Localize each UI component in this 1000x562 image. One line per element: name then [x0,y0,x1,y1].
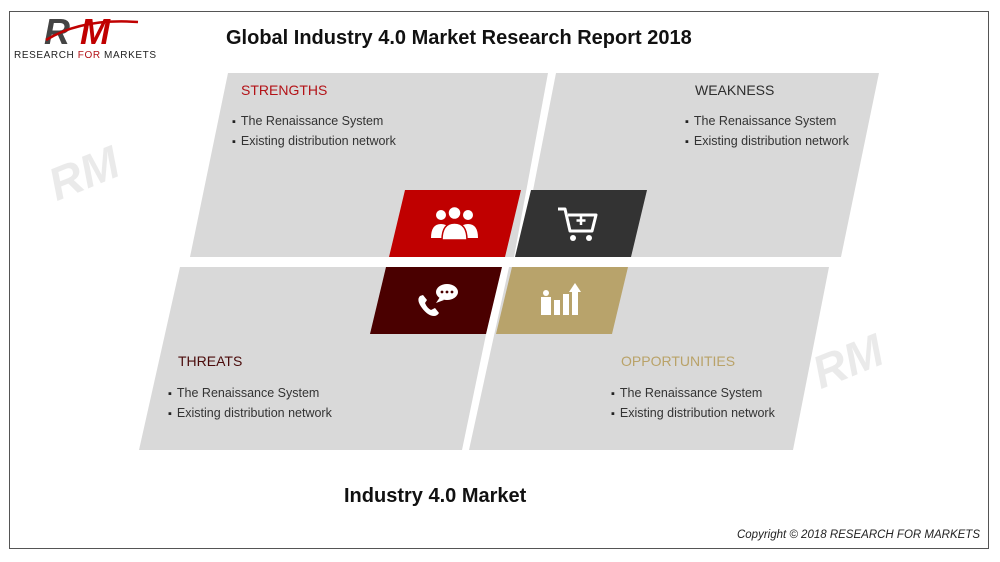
threats-list: The Renaissance System Existing distribu… [168,383,332,423]
strengths-heading: STRENGTHS [241,82,328,98]
opportunities-heading: OPPORTUNITIES [621,353,736,369]
logo-mark: R M [44,14,139,50]
list-item: Existing distribution network [611,403,775,423]
list-item: The Renaissance System [232,111,396,131]
list-item: The Renaissance System [685,111,849,131]
svg-text:R: R [44,14,70,50]
weakness-heading: WEAKNESS [695,82,775,98]
logo: R M RESEARCH FOR MARKETS [14,14,184,62]
strengths-list: The Renaissance System Existing distribu… [232,111,396,151]
list-item: Existing distribution network [168,403,332,423]
list-item: Existing distribution network [685,131,849,151]
logo-wordmark: RESEARCH FOR MARKETS [14,50,157,61]
diagram-subtitle: Industry 4.0 Market [344,485,527,507]
opportunities-list: The Renaissance System Existing distribu… [611,383,775,423]
page-frame [9,11,989,549]
list-item: The Renaissance System [611,383,775,403]
svg-text:M: M [80,14,111,50]
page-title: Global Industry 4.0 Market Research Repo… [226,27,692,49]
weakness-list: The Renaissance System Existing distribu… [685,111,849,151]
copyright-notice: Copyright © 2018 RESEARCH FOR MARKETS [736,529,980,541]
threats-heading: THREATS [178,353,243,369]
list-item: Existing distribution network [232,131,396,151]
list-item: The Renaissance System [168,383,332,403]
